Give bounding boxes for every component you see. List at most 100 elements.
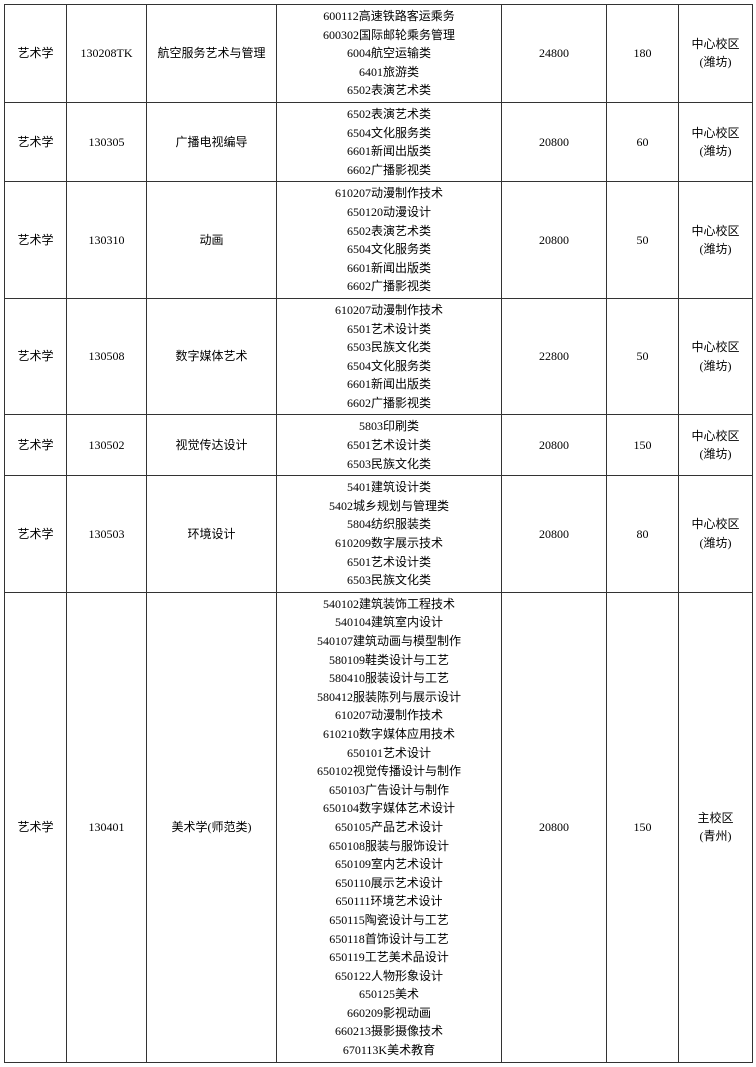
prof-code-line: 6501艺术设计类	[280, 436, 498, 455]
prof-codes-cell: 540102建筑装饰工程技术540104建筑室内设计540107建筑动画与模型制…	[277, 592, 502, 1062]
quota-cell: 180	[607, 5, 679, 103]
prof-code-line: 670113K美术教育	[280, 1041, 498, 1060]
prof-code-line: 6503民族文化类	[280, 571, 498, 590]
prof-codes-cell: 600112高速铁路客运乘务600302国际邮轮乘务管理6004航空运输类640…	[277, 5, 502, 103]
major-cell: 广播电视编导	[147, 102, 277, 181]
prof-codes-cell: 6502表演艺术类6504文化服务类6601新闻出版类6602广播影视类	[277, 102, 502, 181]
campus-cell: 中心校区(潍坊)	[679, 5, 753, 103]
prof-code-line: 6503民族文化类	[280, 338, 498, 357]
prof-code-line: 580412服装陈列与展示设计	[280, 688, 498, 707]
code-cell: 130503	[67, 476, 147, 593]
quota-cell: 80	[607, 476, 679, 593]
prof-code-line: 6503民族文化类	[280, 455, 498, 474]
fee-cell: 20800	[502, 182, 607, 299]
campus-line: 主校区	[682, 809, 749, 828]
major-cell: 视觉传达设计	[147, 415, 277, 476]
fee-cell: 20800	[502, 476, 607, 593]
prof-code-line: 650104数字媒体艺术设计	[280, 799, 498, 818]
code-cell: 130401	[67, 592, 147, 1062]
prof-code-line: 650108服装与服饰设计	[280, 837, 498, 856]
prof-code-line: 650122人物形象设计	[280, 967, 498, 986]
campus-cell: 中心校区(潍坊)	[679, 298, 753, 415]
prof-code-line: 5401建筑设计类	[280, 478, 498, 497]
campus-line: 中心校区	[682, 222, 749, 241]
prof-code-line: 650118首饰设计与工艺	[280, 930, 498, 949]
prof-code-line: 580109鞋类设计与工艺	[280, 651, 498, 670]
code-cell: 130508	[67, 298, 147, 415]
category-cell: 艺术学	[5, 592, 67, 1062]
prof-code-line: 650110展示艺术设计	[280, 874, 498, 893]
campus-line: (潍坊)	[682, 357, 749, 376]
table-row: 艺术学130310动画610207动漫制作技术650120动漫设计6502表演艺…	[5, 182, 753, 299]
prof-code-line: 6502表演艺术类	[280, 105, 498, 124]
code-cell: 130208TK	[67, 5, 147, 103]
prof-code-line: 650125美术	[280, 985, 498, 1004]
major-cell: 美术学(师范类)	[147, 592, 277, 1062]
table-row: 艺术学130305广播电视编导6502表演艺术类6504文化服务类6601新闻出…	[5, 102, 753, 181]
campus-line: 中心校区	[682, 427, 749, 446]
prof-code-line: 650102视觉传播设计与制作	[280, 762, 498, 781]
prof-code-line: 540102建筑装饰工程技术	[280, 595, 498, 614]
category-cell: 艺术学	[5, 182, 67, 299]
prof-code-line: 610207动漫制作技术	[280, 184, 498, 203]
campus-cell: 中心校区(潍坊)	[679, 415, 753, 476]
prof-code-line: 6602广播影视类	[280, 394, 498, 413]
prof-code-line: 650103广告设计与制作	[280, 781, 498, 800]
quota-cell: 150	[607, 415, 679, 476]
prof-code-line: 610210数字媒体应用技术	[280, 725, 498, 744]
prof-code-line: 6602广播影视类	[280, 161, 498, 180]
prof-code-line: 6504文化服务类	[280, 357, 498, 376]
campus-cell: 中心校区(潍坊)	[679, 476, 753, 593]
campus-cell: 中心校区(潍坊)	[679, 182, 753, 299]
campus-line: 中心校区	[682, 515, 749, 534]
campus-cell: 中心校区(潍坊)	[679, 102, 753, 181]
category-cell: 艺术学	[5, 298, 67, 415]
prof-code-line: 6004航空运输类	[280, 44, 498, 63]
code-cell: 130305	[67, 102, 147, 181]
table-row: 艺术学130508数字媒体艺术610207动漫制作技术6501艺术设计类6503…	[5, 298, 753, 415]
prof-code-line: 6502表演艺术类	[280, 222, 498, 241]
fee-cell: 22800	[502, 298, 607, 415]
prof-code-line: 6504文化服务类	[280, 240, 498, 259]
prof-code-line: 650119工艺美术品设计	[280, 948, 498, 967]
quota-cell: 50	[607, 182, 679, 299]
prof-code-line: 6501艺术设计类	[280, 553, 498, 572]
prof-code-line: 5804纺织服装类	[280, 515, 498, 534]
prof-code-line: 650111环境艺术设计	[280, 892, 498, 911]
prof-code-line: 540107建筑动画与模型制作	[280, 632, 498, 651]
prof-code-line: 6601新闻出版类	[280, 259, 498, 278]
campus-line: (潍坊)	[682, 445, 749, 464]
prof-code-line: 660209影视动画	[280, 1004, 498, 1023]
fee-cell: 20800	[502, 592, 607, 1062]
prof-code-line: 5402城乡规划与管理类	[280, 497, 498, 516]
table-row: 艺术学130401美术学(师范类)540102建筑装饰工程技术540104建筑室…	[5, 592, 753, 1062]
prof-code-line: 6501艺术设计类	[280, 320, 498, 339]
campus-line: (潍坊)	[682, 142, 749, 161]
prof-code-line: 600112高速铁路客运乘务	[280, 7, 498, 26]
prof-code-line: 540104建筑室内设计	[280, 613, 498, 632]
campus-line: (潍坊)	[682, 53, 749, 72]
fee-cell: 20800	[502, 415, 607, 476]
prof-code-line: 6602广播影视类	[280, 277, 498, 296]
prof-code-line: 610209数字展示技术	[280, 534, 498, 553]
prof-code-line: 6502表演艺术类	[280, 81, 498, 100]
quota-cell: 150	[607, 592, 679, 1062]
prof-code-line: 650120动漫设计	[280, 203, 498, 222]
campus-line: 中心校区	[682, 124, 749, 143]
quota-cell: 50	[607, 298, 679, 415]
code-cell: 130310	[67, 182, 147, 299]
prof-code-line: 610207动漫制作技术	[280, 706, 498, 725]
fee-cell: 24800	[502, 5, 607, 103]
campus-line: (青州)	[682, 827, 749, 846]
category-cell: 艺术学	[5, 476, 67, 593]
major-cell: 环境设计	[147, 476, 277, 593]
prof-code-line: 650115陶瓷设计与工艺	[280, 911, 498, 930]
prof-code-line: 650105产品艺术设计	[280, 818, 498, 837]
prof-code-line: 660213摄影摄像技术	[280, 1022, 498, 1041]
major-cell: 数字媒体艺术	[147, 298, 277, 415]
table-row: 艺术学130208TK航空服务艺术与管理600112高速铁路客运乘务600302…	[5, 5, 753, 103]
campus-line: (潍坊)	[682, 240, 749, 259]
category-cell: 艺术学	[5, 5, 67, 103]
category-cell: 艺术学	[5, 102, 67, 181]
prof-codes-cell: 610207动漫制作技术650120动漫设计6502表演艺术类6504文化服务类…	[277, 182, 502, 299]
